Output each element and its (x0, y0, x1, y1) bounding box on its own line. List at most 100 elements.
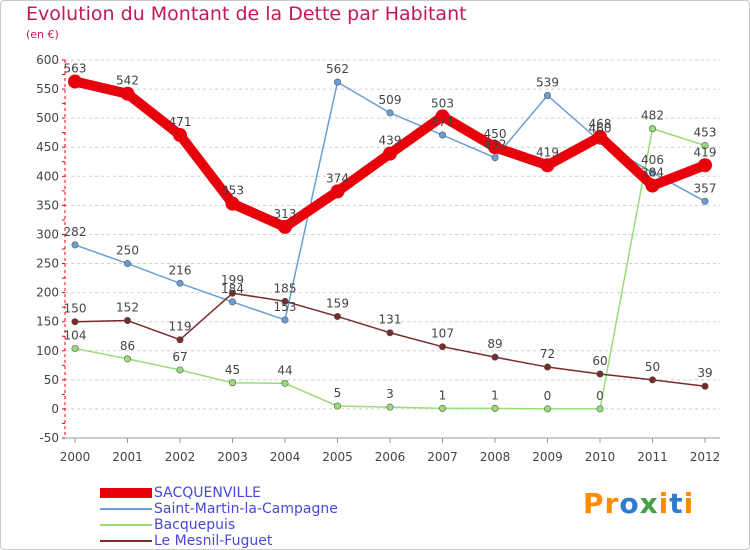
data-point (386, 403, 394, 411)
data-label: 432 (484, 138, 507, 152)
data-point (124, 260, 132, 268)
y-tick-label: 550 (36, 82, 59, 96)
data-point (281, 297, 289, 305)
data-label: 1 (439, 388, 447, 402)
x-tick-label: 2007 (427, 450, 458, 464)
data-label: 150 (64, 302, 87, 316)
data-point (701, 382, 709, 390)
data-point (173, 128, 187, 143)
data-label: 185 (274, 281, 297, 295)
y-tick-label: 600 (36, 53, 59, 67)
data-label: 119 (169, 320, 192, 334)
legend-item: Saint-Martin-la-Campagne (100, 501, 440, 517)
logo-letter: o (619, 487, 640, 520)
x-tick-label: 2012 (690, 450, 721, 464)
chart-unit-label: (en €) (26, 28, 59, 41)
data-label: 131 (379, 313, 402, 327)
proxiti-logo: Proxiti (583, 487, 694, 520)
chart-title: Evolution du Montant de la Dette par Hab… (26, 3, 467, 25)
data-point (698, 158, 712, 173)
data-point (648, 125, 656, 133)
data-point (386, 109, 394, 117)
data-label: 468 (589, 117, 612, 131)
legend-swatch (100, 488, 152, 498)
data-label: 471 (431, 115, 454, 129)
data-point (701, 197, 709, 205)
data-label: 384 (641, 166, 664, 180)
data-point (383, 146, 397, 161)
data-point (438, 343, 446, 351)
data-point (543, 91, 551, 99)
y-tick-label: 50 (44, 373, 59, 387)
x-tick-label: 2003 (217, 450, 248, 464)
logo-letter: r (604, 487, 620, 520)
x-tick-label: 2006 (375, 450, 406, 464)
data-label: 539 (536, 75, 559, 89)
data-label: 216 (169, 263, 192, 277)
data-label: 1 (491, 388, 499, 402)
data-label: 374 (326, 171, 349, 185)
y-tick-label: 0 (51, 402, 59, 416)
data-point (491, 154, 499, 162)
data-point (648, 169, 656, 177)
data-point (68, 74, 82, 89)
data-point (176, 336, 184, 344)
data-point (701, 141, 709, 149)
x-tick-label: 2005 (322, 450, 353, 464)
data-point (281, 379, 289, 387)
y-tick-label: 150 (36, 315, 59, 329)
data-point (71, 318, 79, 326)
data-label: 439 (379, 134, 402, 148)
data-point (438, 404, 446, 412)
y-tick-label: 400 (36, 169, 59, 183)
data-point (435, 109, 450, 124)
data-point (124, 355, 132, 363)
chart-legend: SACQUENVILLE Saint-Martin-la-Campagne Ba… (100, 485, 440, 549)
x-tick-label: 2002 (165, 450, 196, 464)
x-tick-label: 2000 (60, 450, 91, 464)
legend-label: Le Mesnil-Fuguet (154, 533, 273, 549)
data-point (488, 140, 502, 155)
data-point (176, 366, 184, 374)
y-tick-label: 450 (36, 140, 59, 154)
data-label: 282 (64, 225, 87, 239)
data-point (124, 317, 132, 325)
data-point (438, 131, 446, 139)
data-point (229, 289, 237, 297)
legend-label: Bacquepuis (154, 517, 236, 533)
x-tick-label: 2008 (480, 450, 511, 464)
data-label: 72 (540, 347, 555, 361)
data-label: 353 (221, 184, 244, 198)
data-point (176, 279, 184, 287)
data-label: 419 (694, 145, 717, 159)
y-tick-label: 350 (36, 198, 59, 212)
data-label: 357 (694, 181, 717, 195)
y-tick-label: 300 (36, 227, 59, 241)
logo-letter: P (583, 487, 605, 520)
data-label: 563 (64, 62, 87, 76)
legend-swatch (100, 524, 152, 526)
data-label: 86 (120, 339, 135, 353)
data-label: 184 (221, 282, 244, 296)
y-tick-label: -50 (39, 431, 59, 445)
data-label: 460 (589, 121, 612, 135)
data-label: 104 (64, 328, 87, 342)
legend-label: Saint-Martin-la-Campagne (154, 501, 338, 517)
x-tick-label: 2010 (585, 450, 616, 464)
data-label: 313 (274, 207, 297, 221)
data-label: 542 (116, 74, 139, 88)
data-label: 482 (641, 109, 664, 123)
data-point (593, 129, 607, 144)
data-point (225, 196, 240, 211)
data-label: 0 (544, 389, 552, 403)
data-point (648, 376, 656, 384)
data-label: 503 (431, 96, 454, 110)
legend-item: Bacquepuis (100, 517, 440, 533)
data-label: 89 (487, 337, 502, 351)
data-point (491, 353, 499, 361)
data-point (596, 405, 604, 413)
data-label: 107 (431, 327, 454, 341)
data-label: 159 (326, 296, 349, 310)
logo-letter: i (683, 487, 695, 520)
